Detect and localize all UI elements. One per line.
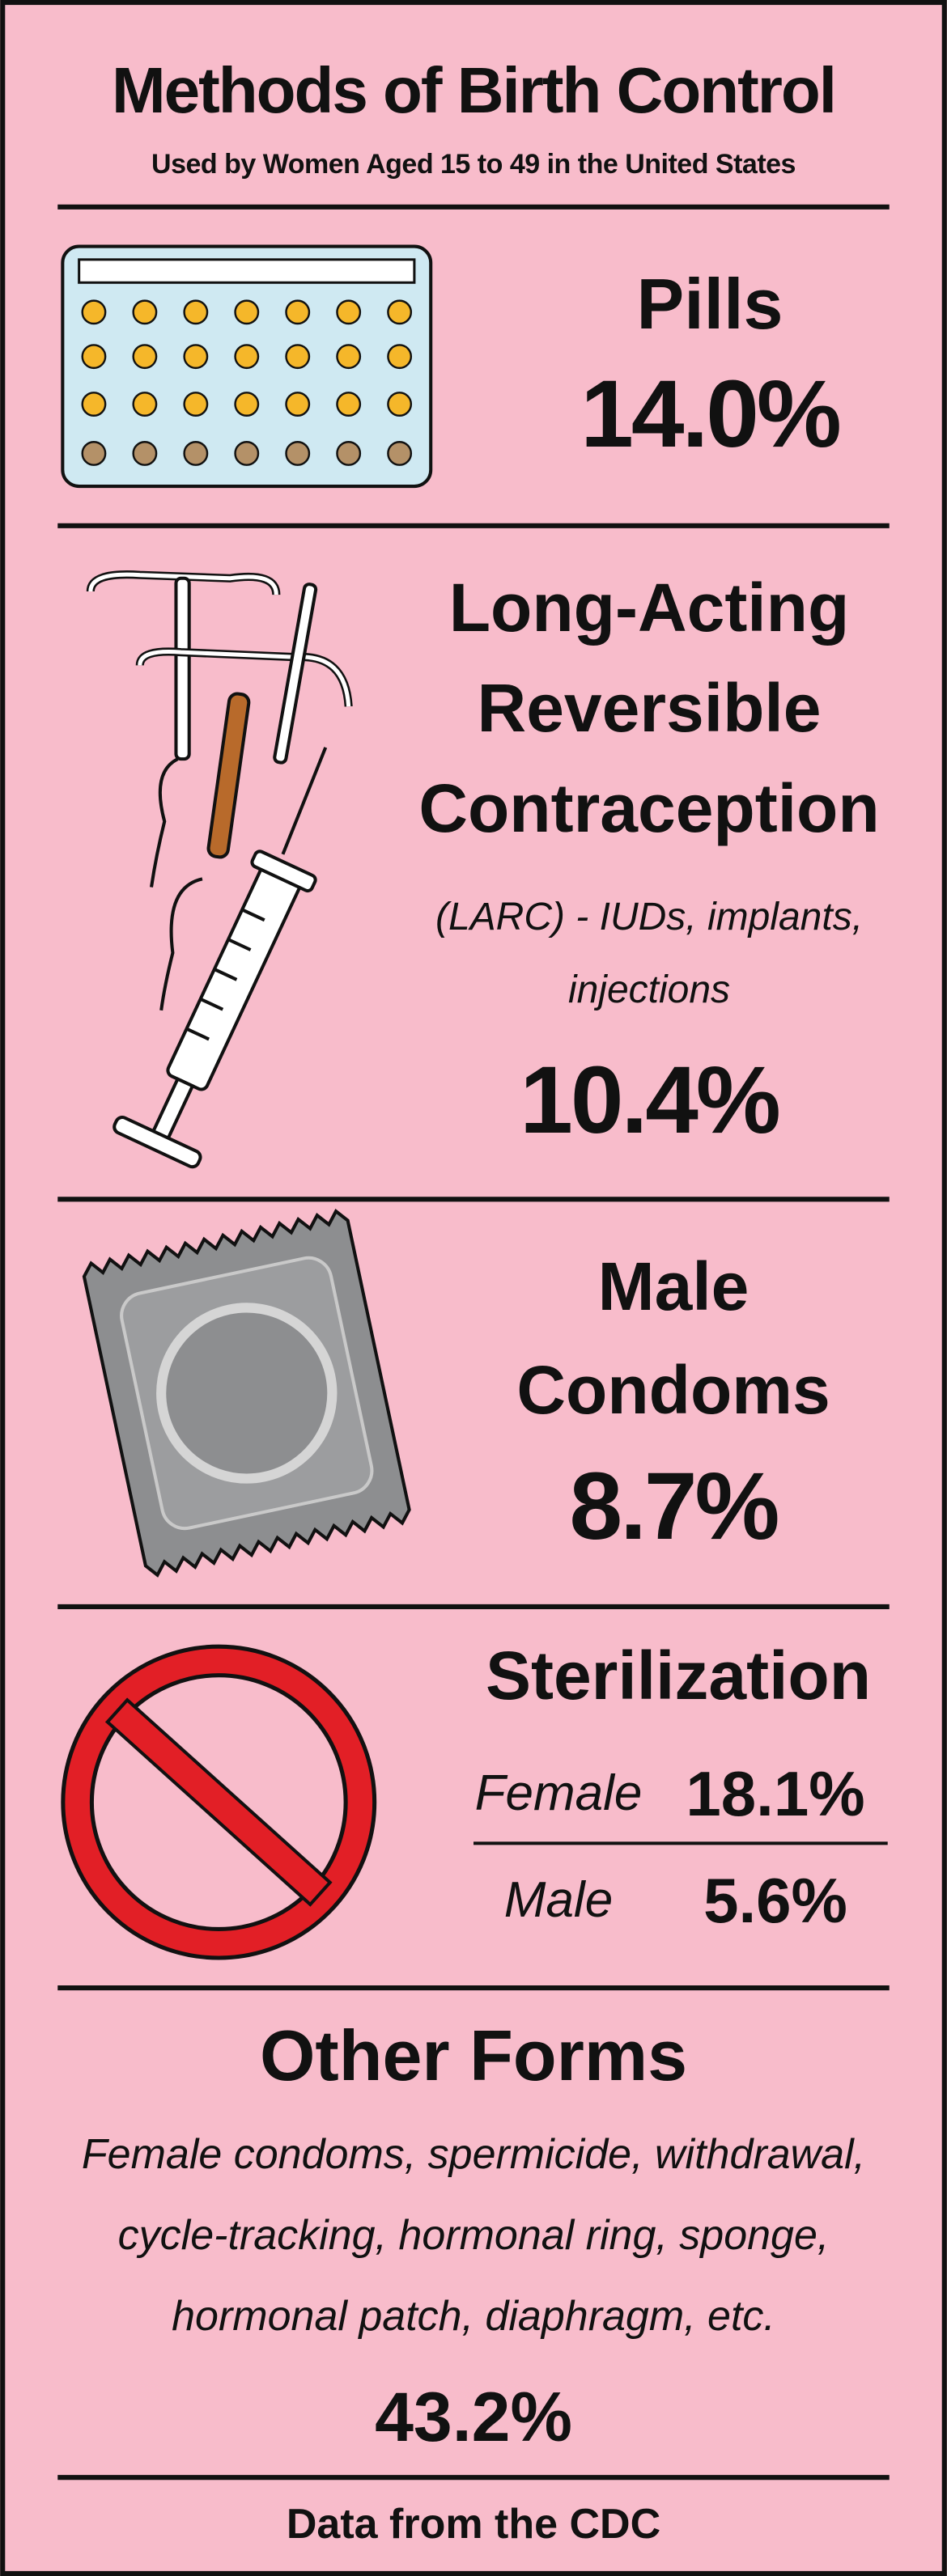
larc-icon bbox=[86, 570, 353, 1169]
percentage: 43.2% bbox=[375, 2379, 572, 2456]
section-title: Male Condoms bbox=[516, 1248, 830, 1428]
pill bbox=[234, 392, 260, 417]
pill bbox=[285, 299, 311, 325]
pill bbox=[285, 344, 311, 370]
pill bbox=[183, 344, 209, 370]
section-description: Female condoms, spermicide, withdrawal, … bbox=[81, 2131, 866, 2340]
section-note: (LARC) - IUDs, implants, injections bbox=[435, 896, 864, 1011]
pill bbox=[387, 392, 413, 417]
dividers bbox=[57, 204, 890, 2481]
section-title: Other Forms bbox=[259, 2015, 688, 2095]
pill bbox=[387, 441, 413, 466]
pill bbox=[387, 299, 413, 325]
percentage: 8.7% bbox=[569, 1453, 780, 1560]
row-label: Male bbox=[503, 1872, 614, 1928]
pill bbox=[132, 392, 158, 417]
pill bbox=[336, 299, 362, 325]
pill bbox=[387, 344, 413, 370]
pill bbox=[285, 441, 311, 466]
row-value: 5.6% bbox=[703, 1865, 847, 1936]
pill bbox=[285, 392, 311, 417]
pill bbox=[183, 299, 209, 325]
pill bbox=[336, 344, 362, 370]
percentage: 10.4% bbox=[520, 1047, 781, 1154]
subtitle: Used by Women Aged 15 to 49 in the Unite… bbox=[151, 149, 796, 180]
section-title: Pills bbox=[636, 264, 784, 344]
pill bbox=[81, 441, 107, 466]
row-label: Female bbox=[474, 1765, 643, 1821]
section-title: Sterilization bbox=[485, 1638, 872, 1714]
section-title: Long-Acting Reversible Contraception bbox=[418, 570, 880, 846]
row-value: 18.1% bbox=[686, 1758, 865, 1829]
pill bbox=[336, 392, 362, 417]
pill bbox=[132, 299, 158, 325]
pill bbox=[132, 344, 158, 370]
pill bbox=[234, 441, 260, 466]
pill bbox=[234, 344, 260, 370]
pill bbox=[132, 441, 158, 466]
no-symbol-icon bbox=[61, 1644, 377, 1960]
pill bbox=[81, 344, 107, 370]
pill bbox=[183, 441, 209, 466]
pill bbox=[81, 392, 107, 417]
pill-pack-icon bbox=[61, 244, 433, 489]
pill bbox=[183, 392, 209, 417]
pill bbox=[336, 441, 362, 466]
footer: Data from the CDC bbox=[286, 2501, 661, 2548]
pill bbox=[234, 299, 260, 325]
pill bbox=[81, 299, 107, 325]
percentage: 14.0% bbox=[580, 361, 842, 468]
title: Methods of Birth Control bbox=[111, 54, 837, 126]
condom-icon bbox=[82, 1209, 411, 1578]
